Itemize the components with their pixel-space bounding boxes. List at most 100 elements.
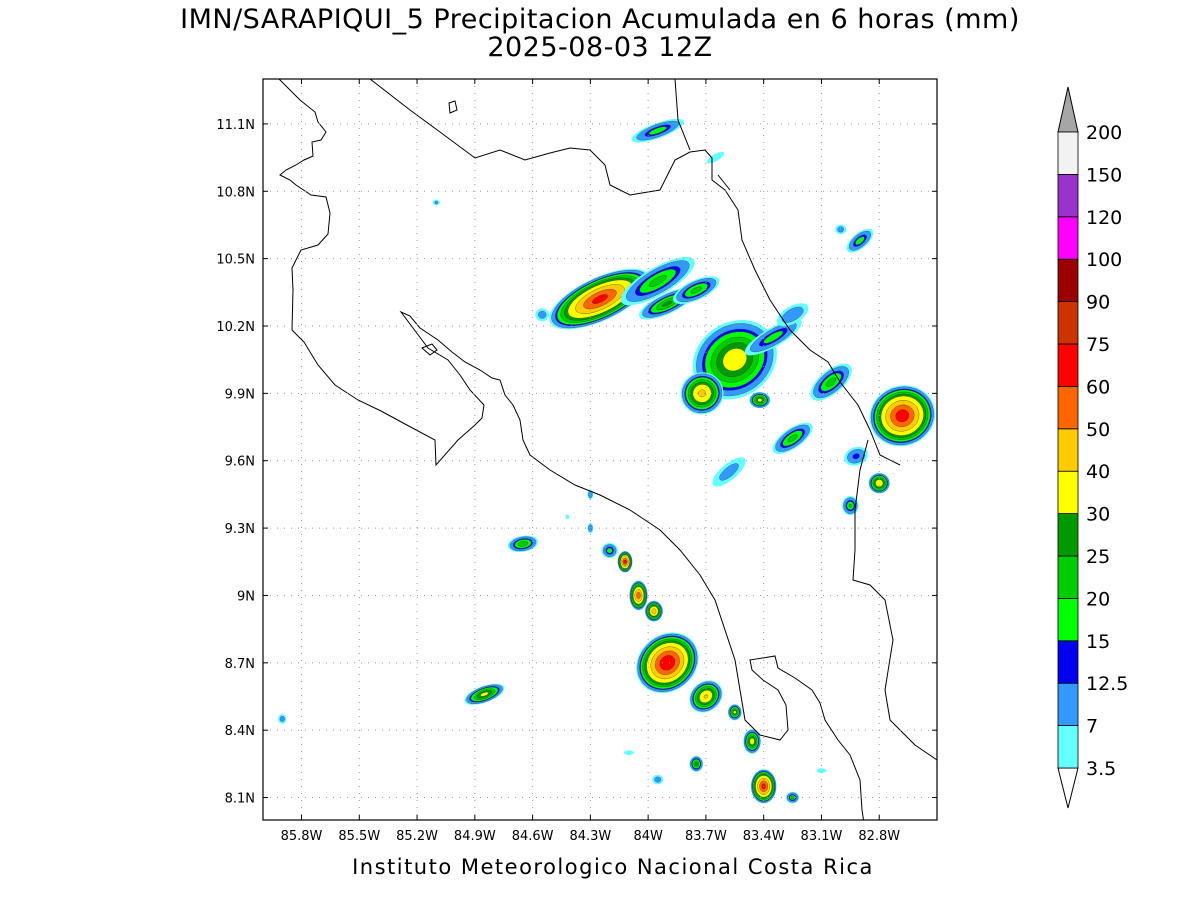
precip-contour	[659, 655, 676, 671]
precip-contour	[895, 409, 910, 423]
precip-contour	[781, 306, 804, 323]
lon-tick-label: 83.1W	[801, 829, 843, 844]
chart-subtitle: 2025-08-03 12Z	[487, 32, 713, 63]
colorbar-swatch	[1057, 598, 1079, 642]
precip-contour	[690, 286, 702, 294]
precip-cell	[623, 750, 634, 755]
precip-contour	[662, 300, 673, 307]
precip-contour	[279, 716, 285, 722]
colorbar-label: 3.5	[1086, 758, 1116, 780]
lat-tick-label: 9.3N	[225, 522, 255, 537]
gridlines	[263, 79, 937, 820]
precip-contour	[763, 330, 784, 344]
precip-contour	[733, 710, 737, 714]
lon-tick-label: 84W	[633, 829, 663, 844]
precip-cell	[587, 522, 594, 534]
precip-contour	[434, 200, 438, 205]
precip-cell	[629, 580, 648, 611]
precip-cell	[631, 118, 684, 143]
lat-tick-label: 10.5N	[216, 253, 255, 268]
colorbar-swatch	[1057, 682, 1079, 727]
colorbar-top-arrow	[1057, 86, 1079, 133]
precip-contour	[517, 540, 529, 547]
colorbar-swatch	[1057, 173, 1079, 218]
precip-cell	[432, 199, 441, 206]
precip-cell	[712, 457, 746, 487]
precip-contour	[588, 524, 593, 532]
precip-cell	[689, 680, 723, 713]
colorbar-label: 100	[1086, 249, 1122, 271]
precip-cell	[772, 422, 813, 454]
colorbar-label: 15	[1086, 631, 1110, 653]
footer-credit: Instituto Meteorologico Nacional Costa R…	[352, 855, 874, 879]
colorbar-label: 90	[1086, 292, 1110, 314]
lon-tick-label: 82.8W	[858, 829, 900, 844]
precip-cell	[869, 385, 936, 447]
lon-tick-label: 83.7W	[685, 829, 727, 844]
precip-cell	[749, 391, 771, 409]
precip-cell	[689, 755, 704, 772]
precip-cell	[549, 268, 651, 330]
colorbar-swatch	[1057, 640, 1079, 684]
precip-contour	[538, 310, 547, 319]
colorbar-swatch	[1057, 301, 1079, 345]
colorbar-swatch	[1057, 343, 1079, 387]
colorbar-label: 75	[1086, 334, 1110, 356]
precip-cell	[565, 514, 570, 520]
precip-contour	[623, 559, 627, 564]
precip-cell	[620, 256, 695, 306]
panama-border	[852, 439, 937, 761]
colorbar-label: 30	[1086, 504, 1110, 526]
lon-tick-label: 83.4W	[743, 829, 785, 844]
precip-cell	[706, 151, 725, 164]
precip-cell	[535, 308, 550, 322]
lat-tick-label: 8.1N	[225, 792, 255, 807]
precip-contour	[654, 776, 662, 783]
precip-cell	[727, 704, 742, 721]
colorbar-swatch	[1057, 258, 1079, 303]
precip-cell	[680, 372, 724, 415]
colorbar-swatch	[1057, 428, 1079, 472]
latitude-axis: 8.1N 8.4N 8.7N 9N 9.3N 9.6N 9.9N 10.2N 10.5N 10.8…	[216, 118, 937, 807]
colorbar-swatch	[1057, 725, 1079, 769]
island-outline	[421, 343, 438, 356]
northern-border	[369, 79, 901, 466]
lat-tick-label: 10.2N	[216, 320, 255, 335]
precip-cell	[868, 472, 890, 494]
precip-contour	[565, 514, 570, 520]
precip-contour	[875, 479, 884, 488]
colorbar-label: 200	[1086, 122, 1122, 144]
precip-contour	[706, 151, 725, 164]
precip-contour	[852, 453, 860, 460]
precip-cell	[464, 683, 505, 705]
precipitation-field	[278, 118, 936, 804]
colorbar-label: 7	[1086, 716, 1098, 738]
precip-cell	[835, 224, 847, 235]
precip-contour	[816, 768, 827, 773]
colorbar-swatch	[1057, 216, 1079, 260]
precip-cell	[636, 632, 699, 694]
plot-frame	[262, 78, 938, 821]
precip-contour	[648, 126, 667, 135]
precip-contour	[719, 463, 739, 481]
precip-contour	[592, 294, 608, 304]
lon-tick-label: 85.2W	[396, 829, 438, 844]
colorbar-label: 60	[1086, 376, 1110, 398]
colorbar-swatch	[1057, 131, 1079, 175]
precip-contour	[694, 762, 698, 766]
precip-contour	[623, 750, 634, 755]
lon-tick-label: 85.5W	[338, 829, 380, 844]
colorbar-swatch	[1057, 555, 1079, 599]
precip-contour	[848, 503, 852, 508]
colorbar-label: 25	[1086, 546, 1110, 568]
colorbar-swatch	[1057, 385, 1079, 430]
lat-tick-label: 9.9N	[225, 387, 255, 402]
precip-cell	[617, 551, 633, 573]
border-segment	[717, 174, 731, 191]
precip-cell	[278, 714, 287, 724]
precip-contour	[787, 434, 798, 443]
precip-cell	[842, 495, 859, 516]
precip-contour	[651, 608, 657, 614]
precip-cell	[644, 600, 663, 622]
